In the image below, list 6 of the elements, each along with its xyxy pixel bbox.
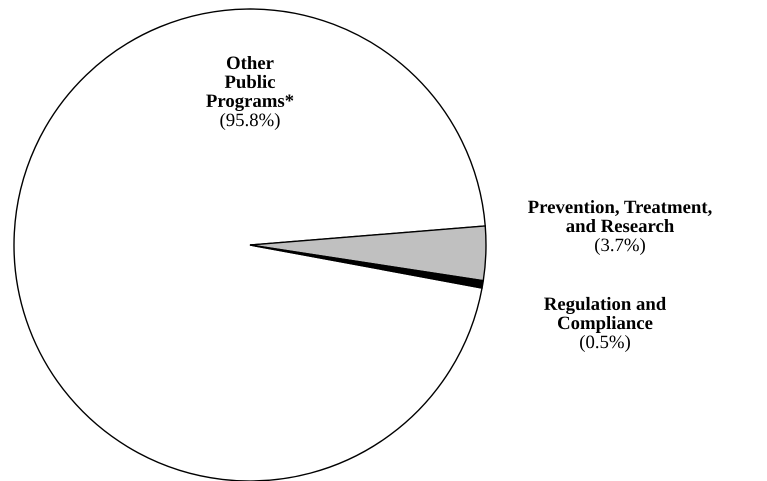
data-label: (95.8%) xyxy=(220,113,280,130)
slice-label: Prevention, Treatment, and Research xyxy=(528,200,712,232)
data-label: (0.5%) xyxy=(580,335,630,352)
slice-label: Other Public Programs* xyxy=(206,56,294,111)
slice-label: Regulation and Compliance xyxy=(544,296,666,333)
data-label: (3.7%) xyxy=(595,238,645,256)
